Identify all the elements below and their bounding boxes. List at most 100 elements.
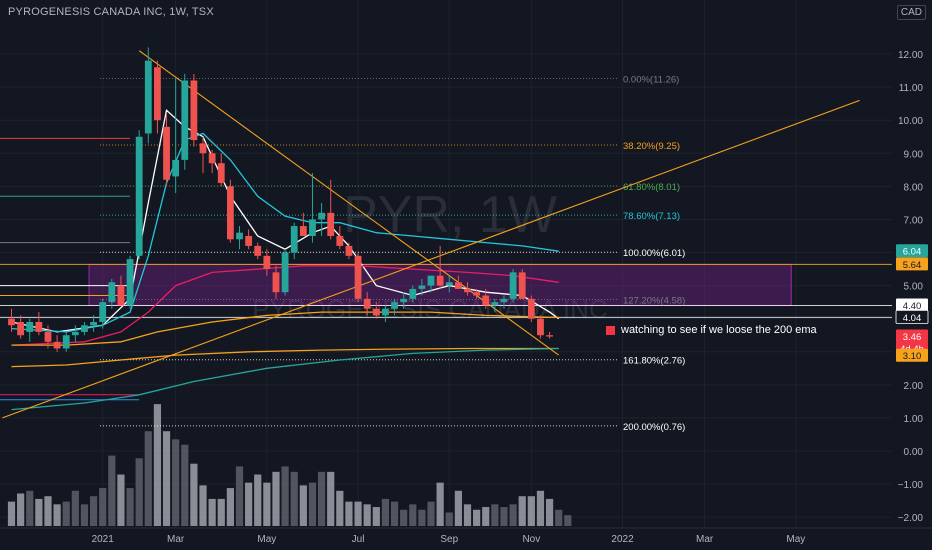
candle-body xyxy=(245,235,253,246)
ma-line xyxy=(11,347,559,368)
price-tick-label: 11.00 xyxy=(899,83,924,94)
volume-bar xyxy=(117,474,125,526)
candle-body xyxy=(518,272,526,299)
candle-body xyxy=(491,302,499,306)
candle-body xyxy=(217,163,225,184)
note-marker[interactable] xyxy=(606,326,615,335)
fib-label: 200.00%(0.76) xyxy=(623,422,685,433)
volume-bar xyxy=(208,498,216,526)
candle-body xyxy=(126,259,134,306)
volume-bar xyxy=(290,471,298,526)
volume-bar xyxy=(336,490,344,526)
volume-bar xyxy=(153,404,162,526)
candles xyxy=(8,47,553,352)
time-tick-label: May xyxy=(257,534,276,545)
price-tag-label: 4.40 xyxy=(903,301,922,312)
price-tick-label: 10.00 xyxy=(898,116,923,127)
ma-line xyxy=(11,347,559,411)
ma-line xyxy=(11,132,559,333)
candle-body xyxy=(90,321,97,326)
volume-bars xyxy=(7,404,572,526)
fibonacci-levels[interactable]: 0.00%(11.26) 38.20%(9.25) 61.80%(8.01) 78.6… xyxy=(100,75,685,433)
volume-bar xyxy=(7,501,16,526)
volume-bar xyxy=(26,490,34,526)
candle-body xyxy=(363,298,371,309)
candle-body xyxy=(190,80,198,141)
candle-body xyxy=(53,341,61,349)
fib-label: 61.80%(8.01) xyxy=(623,182,680,193)
volume-bar xyxy=(35,498,43,526)
volume-bar xyxy=(390,501,399,526)
volume-bar xyxy=(199,485,207,526)
volume-bar xyxy=(527,496,535,526)
volume-bar xyxy=(518,496,526,526)
volume-bar xyxy=(372,507,380,526)
volume-bar xyxy=(144,431,152,526)
candle-body xyxy=(299,226,307,236)
fib-label: 127.20%(4.58) xyxy=(623,295,685,306)
price-tick-label: 0.00 xyxy=(904,447,924,458)
candle-body xyxy=(418,285,426,289)
volume-bar xyxy=(226,488,234,526)
fib-label: 161.80%(2.76) xyxy=(623,356,685,367)
volume-bar xyxy=(217,498,225,526)
price-tick-label: 12.00 xyxy=(898,50,923,61)
watermark-symbol: PYR, 1W xyxy=(343,186,557,244)
volume-bar xyxy=(245,482,253,526)
volume-bar xyxy=(427,501,435,526)
candle-body xyxy=(154,67,161,121)
volume-bar xyxy=(409,504,417,526)
candle-body xyxy=(436,275,444,286)
volume-bar xyxy=(44,496,52,526)
volume-bar xyxy=(53,504,61,526)
volume-bar xyxy=(555,509,563,526)
volume-bar xyxy=(281,466,289,526)
candle-body xyxy=(537,318,544,336)
volume-bar xyxy=(126,488,134,526)
chart-annotation[interactable]: watching to see if we loose the 200 ema xyxy=(621,324,817,336)
volume-bar xyxy=(99,488,107,526)
price-axis[interactable]: 12.0011.0010.009.008.007.006.005.004.003… xyxy=(892,0,932,550)
candle-body xyxy=(208,153,216,164)
candle-body xyxy=(454,282,462,289)
candle-body xyxy=(236,232,243,240)
chart-header-title: PYROGENESIS CANADA INC, 1W, TSX xyxy=(8,6,214,18)
volume-bar xyxy=(263,482,271,526)
candle-body xyxy=(281,252,289,293)
candle-body xyxy=(26,321,34,332)
trendline xyxy=(2,99,860,419)
candle-body xyxy=(400,298,408,303)
volume-bar xyxy=(108,455,116,526)
candle-body xyxy=(409,288,417,299)
volume-bar xyxy=(181,444,189,526)
candle-body xyxy=(71,331,79,336)
ma-line xyxy=(11,109,560,333)
ma-line xyxy=(11,311,559,346)
price-tick-label: 5.00 xyxy=(904,282,924,293)
candle-body xyxy=(144,60,152,134)
time-tick-label: 2022 xyxy=(611,534,634,545)
candle-body xyxy=(354,255,362,299)
volume-bar xyxy=(172,439,180,526)
volume-bar xyxy=(254,474,262,526)
candle-body xyxy=(81,325,88,332)
price-tag-bg xyxy=(896,298,928,312)
candle-body xyxy=(318,212,325,220)
volume-bar xyxy=(272,471,280,526)
price-tag-bg xyxy=(896,329,928,343)
volume-bar xyxy=(509,504,517,526)
candle-body xyxy=(135,136,143,256)
time-tick-label: Mar xyxy=(167,534,185,545)
volume-bar xyxy=(500,507,508,526)
time-tick-label: Nov xyxy=(522,534,540,545)
volume-bar xyxy=(80,504,89,526)
candle-body xyxy=(35,321,43,332)
candle-body xyxy=(309,219,316,236)
candle-body xyxy=(254,245,262,256)
currency-badge[interactable]: CAD xyxy=(896,5,926,20)
candle-body xyxy=(108,282,116,303)
volume-bar xyxy=(299,485,307,526)
time-axis[interactable]: 2021 Mar May Jul Sep Nov 2022 Mar May xyxy=(0,527,932,550)
volume-bar xyxy=(400,509,408,526)
